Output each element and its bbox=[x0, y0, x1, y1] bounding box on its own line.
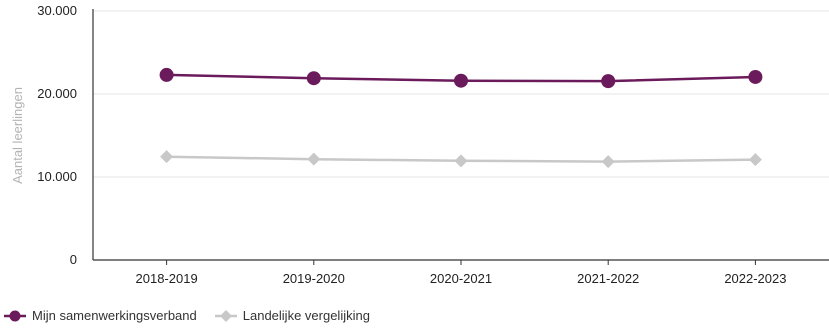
chart-canvas: 0 10.000 20.000 30.000 2018-2019 2019-2020 202… bbox=[10, 3, 829, 286]
x-tick-label-4: 2022-2023 bbox=[724, 271, 786, 286]
series-layer bbox=[159, 67, 763, 169]
y-axis-title: Aantal leerlingen bbox=[10, 87, 25, 184]
series-1-point-3 bbox=[601, 74, 616, 89]
x-tick-label-1: 2019-2020 bbox=[283, 271, 345, 286]
series-2-point-0 bbox=[160, 150, 174, 164]
x-tick-label-2: 2020-2021 bbox=[430, 271, 492, 286]
y-tick-label-3: 30.000 bbox=[37, 3, 77, 18]
series-2-point-2 bbox=[454, 154, 468, 168]
x-tick-label-0: 2018-2019 bbox=[136, 271, 198, 286]
axis-layer: 0 10.000 20.000 30.000 2018-2019 2019-2020 202… bbox=[10, 3, 829, 286]
x-tick-label-3: 2021-2022 bbox=[577, 271, 639, 286]
legend-item-series-2[interactable]: Landelijke vergelijking bbox=[214, 308, 370, 323]
series-1-point-4 bbox=[748, 69, 763, 84]
series-2-point-1 bbox=[307, 152, 321, 166]
series-1-point-0 bbox=[159, 67, 174, 82]
legend-item-series-1[interactable]: Mijn samenwerkingsverband bbox=[4, 308, 197, 323]
legend-marker-diamond-icon bbox=[214, 309, 237, 322]
y-tick-label-0: 0 bbox=[70, 252, 77, 267]
chart-legend: Mijn samenwerkingsverband Landelijke ver… bbox=[4, 308, 388, 323]
series-1-point-2 bbox=[454, 73, 468, 88]
series-2-point-3 bbox=[601, 155, 615, 169]
legend-label-series-1: Mijn samenwerkingsverband bbox=[32, 308, 197, 323]
legend-marker-circle-icon bbox=[4, 310, 26, 321]
y-tick-label-2: 20.000 bbox=[37, 86, 77, 101]
grid-layer bbox=[93, 10, 829, 178]
legend-label-series-2: Landelijke vergelijking bbox=[242, 308, 370, 323]
series-2-point-4 bbox=[748, 153, 762, 167]
y-tick-label-1: 10.000 bbox=[37, 169, 77, 184]
series-1-point-1 bbox=[306, 71, 321, 86]
